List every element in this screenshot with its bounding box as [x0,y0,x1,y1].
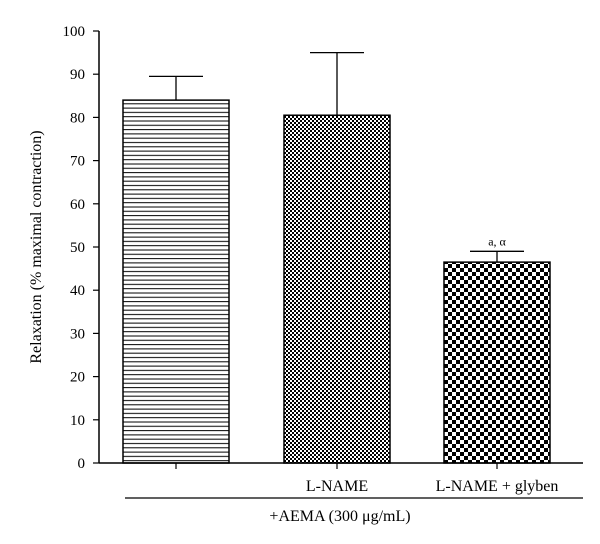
error-bars [149,51,524,263]
y-tick-label: 0 [78,456,86,472]
y-tick-label: 100 [63,24,86,40]
bar [443,261,551,464]
x-axis-ticks: L-NAME L-NAME + glyben [175,463,559,495]
x-tick-label: L-NAME [306,478,368,495]
bar [122,99,230,464]
y-tick-label: 60 [70,197,85,213]
y-axis-ticks: 0 10 20 30 40 50 60 70 80 90 100 [63,24,99,472]
y-tick-label: 40 [70,283,85,299]
y-tick-label: 80 [70,110,85,126]
bar [283,114,391,464]
significance-annotation: a, α [488,234,506,248]
y-tick-label: 90 [70,67,85,83]
y-tick-label: 70 [70,154,85,170]
x-tick-label: L-NAME + glyben [436,478,559,495]
y-axis-label: Relaxation (% maximal contraction) [28,130,45,363]
y-tick-label: 50 [70,240,85,256]
bars [122,99,551,464]
y-tick-label: 10 [70,413,85,429]
y-tick-label: 20 [70,370,85,386]
y-tick-label: 30 [70,326,85,342]
x-axis-group-label: +AEMA (300 μg/mL) [269,508,410,525]
annotations: a, α [488,234,506,248]
